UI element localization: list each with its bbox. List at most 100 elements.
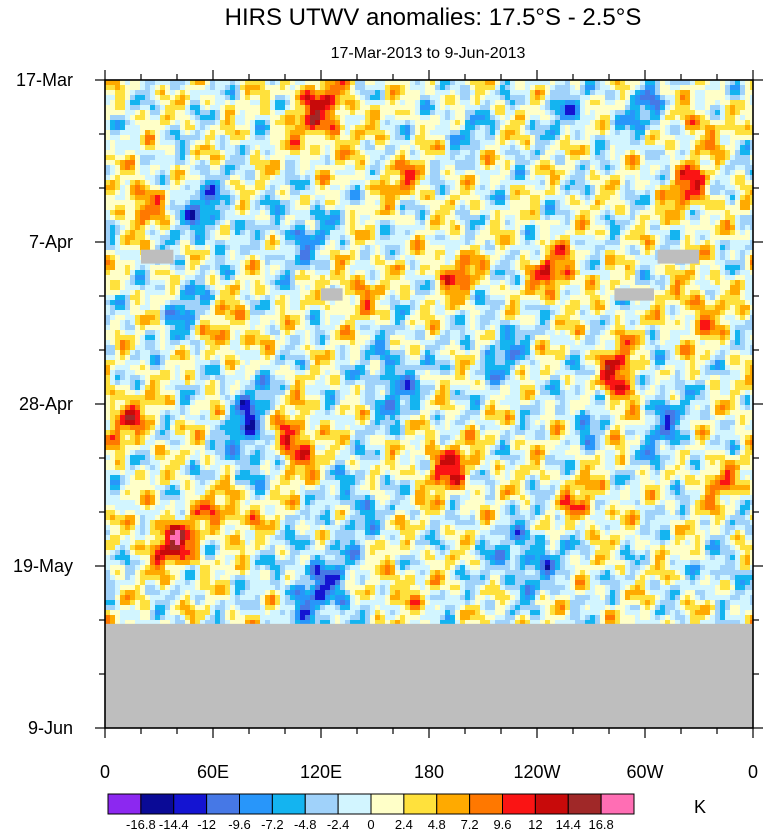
anomaly-cell: [695, 190, 701, 196]
anomaly-cell: [265, 180, 271, 186]
anomaly-cell: [135, 175, 141, 181]
anomaly-cell: [280, 215, 286, 221]
anomaly-cell: [415, 245, 421, 251]
anomaly-cell: [160, 150, 166, 156]
anomaly-cell: [615, 80, 621, 86]
anomaly-cell: [450, 120, 456, 126]
anomaly-cell: [245, 125, 251, 131]
anomaly-cell: [305, 145, 311, 151]
anomaly-cell: [710, 195, 716, 201]
anomaly-cell: [405, 185, 411, 191]
anomaly-cell: [505, 205, 511, 211]
anomaly-cell: [370, 125, 376, 131]
anomaly-cell: [320, 215, 326, 221]
anomaly-cell: [335, 145, 341, 151]
anomaly-cell: [285, 195, 291, 201]
anomaly-cell: [295, 245, 301, 251]
anomaly-cell: [370, 145, 376, 151]
anomaly-cell: [330, 250, 336, 256]
anomaly-cell: [540, 190, 546, 196]
anomaly-cell: [310, 180, 316, 186]
anomaly-cell: [105, 80, 111, 86]
anomaly-cell: [425, 255, 431, 261]
anomaly-cell: [300, 255, 306, 261]
anomaly-cell: [720, 185, 726, 191]
anomaly-cell: [190, 140, 196, 146]
anomaly-cell: [675, 215, 681, 221]
anomaly-cell: [250, 235, 256, 241]
anomaly-cell: [120, 135, 126, 141]
anomaly-cell: [475, 105, 481, 111]
anomaly-cell: [575, 85, 581, 91]
anomaly-cell: [420, 250, 426, 256]
anomaly-cell: [145, 195, 151, 201]
anomaly-cell: [155, 165, 161, 171]
anomaly-cell: [630, 265, 636, 271]
anomaly-cell: [195, 155, 201, 161]
anomaly-cell: [670, 185, 676, 191]
anomaly-cell: [385, 130, 391, 136]
anomaly-cell: [470, 105, 476, 111]
anomaly-cell: [670, 120, 676, 126]
anomaly-cell: [695, 95, 701, 101]
anomaly-cell: [410, 200, 416, 206]
anomaly-cell: [595, 175, 601, 181]
anomaly-cell: [375, 110, 381, 116]
anomaly-cell: [245, 260, 251, 266]
anomaly-cell: [730, 250, 736, 256]
anomaly-cell: [715, 170, 721, 176]
anomaly-cell: [455, 215, 461, 221]
anomaly-cell: [330, 220, 336, 226]
anomaly-cell: [260, 140, 266, 146]
anomaly-cell: [535, 85, 541, 91]
anomaly-cell: [345, 120, 351, 126]
anomaly-cell: [405, 230, 411, 236]
anomaly-cell: [225, 100, 231, 106]
anomaly-cell: [695, 120, 701, 126]
anomaly-cell: [310, 160, 316, 166]
anomaly-cell: [235, 110, 241, 116]
anomaly-cell: [520, 110, 526, 116]
anomaly-cell: [170, 240, 176, 246]
anomaly-cell: [350, 225, 356, 231]
anomaly-cell: [105, 240, 111, 246]
anomaly-cell: [750, 205, 753, 211]
anomaly-cell: [655, 115, 661, 121]
anomaly-cell: [425, 170, 431, 176]
anomaly-cell: [700, 165, 706, 171]
anomaly-cell: [300, 245, 306, 251]
anomaly-cell: [195, 260, 201, 266]
anomaly-cell: [620, 220, 626, 226]
anomaly-cell: [730, 125, 736, 131]
anomaly-cell: [635, 100, 641, 106]
anomaly-cell: [500, 110, 506, 116]
anomaly-cell: [550, 115, 556, 121]
anomaly-cell: [195, 80, 201, 86]
anomaly-cell: [445, 175, 451, 181]
anomaly-cell: [485, 100, 491, 106]
anomaly-cell: [130, 185, 136, 191]
anomaly-cell: [395, 190, 401, 196]
anomaly-cell: [150, 225, 156, 231]
anomaly-cell: [195, 90, 201, 96]
anomaly-cell: [390, 195, 396, 201]
anomaly-cell: [285, 260, 291, 266]
anomaly-cell: [345, 145, 351, 151]
anomaly-cell: [365, 115, 371, 121]
anomaly-cell: [255, 260, 261, 266]
anomaly-cell: [445, 220, 451, 226]
anomaly-cell: [505, 95, 511, 101]
anomaly-cell: [245, 100, 251, 106]
anomaly-cell: [725, 95, 731, 101]
anomaly-cell: [120, 110, 126, 116]
anomaly-cell: [715, 130, 721, 136]
anomaly-cell: [360, 170, 366, 176]
anomaly-cell: [390, 190, 396, 196]
anomaly-cell: [325, 185, 331, 191]
anomaly-cell: [520, 190, 526, 196]
anomaly-cell: [610, 205, 616, 211]
anomaly-cell: [325, 195, 331, 201]
anomaly-cell: [260, 250, 266, 256]
anomaly-cell: [385, 155, 391, 161]
anomaly-cell: [355, 125, 361, 131]
